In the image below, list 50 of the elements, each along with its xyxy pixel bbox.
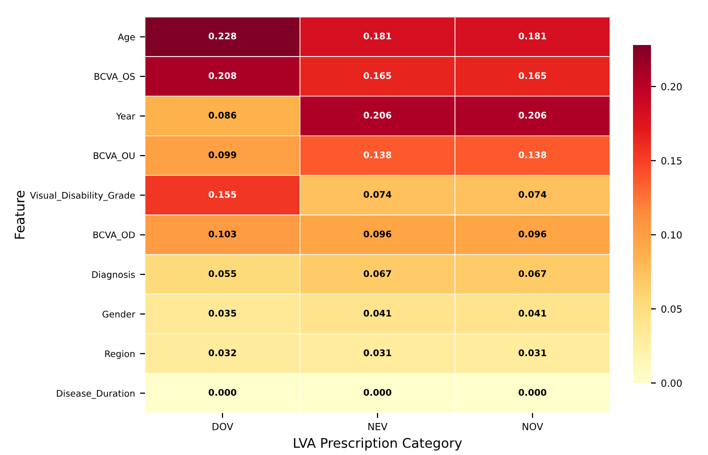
data-label: 0.228	[208, 32, 236, 40]
x-tick-label: DOV	[212, 422, 234, 430]
color-bar-label: 0.00	[661, 379, 682, 387]
y-tick-label: Region	[105, 350, 135, 359]
x-tick-label: NOV	[522, 422, 544, 430]
data-label: 0.206	[518, 112, 546, 119]
data-label: 0.000	[518, 388, 546, 396]
x-axis-title: LVA Prescription Category	[294, 438, 462, 450]
data-label: 0.103	[208, 230, 236, 238]
color-bar-label: 0.10	[661, 231, 682, 239]
color-bar-label: 0.05	[661, 305, 682, 313]
data-label: 0.031	[364, 349, 392, 356]
data-label: 0.165	[518, 72, 546, 80]
data-label: 0.000	[208, 388, 236, 396]
y-tick-label: Age	[118, 34, 135, 42]
y-axis-title: Feature	[14, 190, 25, 239]
color-bar-label: 0.15	[661, 157, 682, 164]
data-label: 0.032	[208, 349, 236, 356]
y-tick-label: BCVA_OS	[94, 73, 135, 82]
data-label: 0.155	[208, 190, 236, 198]
data-label: 0.138	[518, 151, 546, 158]
data-label: 0.099	[208, 151, 236, 158]
y-tick-label: Disease_Duration	[56, 390, 135, 399]
data-label: 0.041	[518, 310, 546, 317]
data-label: 0.181	[518, 32, 546, 40]
y-tick-label: Diagnosis	[92, 270, 135, 280]
data-label: 0.208	[208, 72, 236, 80]
data-label: 0.035	[208, 310, 236, 317]
data-label: 0.055	[208, 270, 236, 278]
data-label: 0.138	[364, 151, 392, 158]
y-tick-label: Year	[116, 112, 136, 120]
y-tick-label: Gender	[102, 310, 136, 318]
data-label: 0.181	[364, 32, 392, 40]
y-tick-label: BCVA_OD	[93, 231, 135, 240]
y-tick-label: Visual_Disability_Grade	[30, 192, 135, 201]
data-label: 0.067	[364, 270, 392, 278]
data-label: 0.086	[208, 112, 236, 119]
data-label: 0.067	[518, 270, 546, 278]
data-label: 0.074	[364, 190, 392, 198]
x-tick-label: NEV	[368, 423, 388, 430]
y-tick-label: BCVA_OU	[94, 152, 134, 162]
data-label: 0.041	[364, 310, 392, 317]
data-label: 0.000	[364, 388, 392, 396]
data-label: 0.165	[364, 72, 392, 80]
data-label: 0.096	[364, 230, 392, 238]
data-label: 0.031	[518, 349, 546, 356]
data-label: 0.096	[518, 230, 546, 238]
color-bar-label: 0.20	[661, 82, 682, 90]
data-label: 0.206	[364, 112, 392, 119]
data-label: 0.074	[518, 190, 546, 198]
